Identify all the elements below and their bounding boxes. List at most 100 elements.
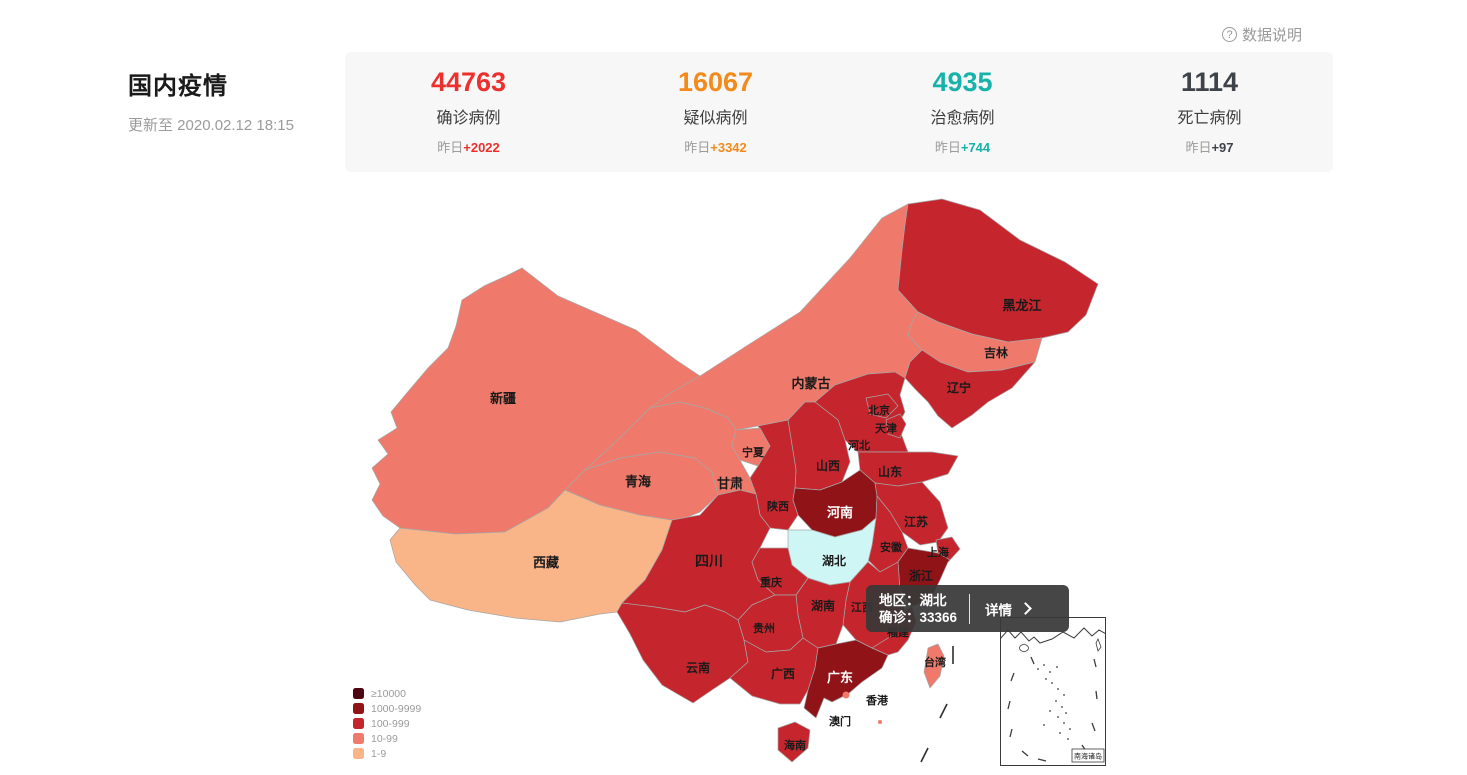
legend-label: 10-99 — [371, 732, 398, 745]
province-label-beijing: 北京 — [868, 403, 890, 417]
stat-suspected: 16067 疑似病例 昨日+3342 — [592, 52, 839, 172]
province-taiwan[interactable] — [923, 643, 945, 689]
province-label-xizang: 西藏 — [533, 555, 559, 570]
stat-deaths: 1114 死亡病例 昨日+97 — [1086, 52, 1333, 172]
province-label-xinjiang: 新疆 — [490, 391, 516, 406]
province-label-jilin: 吉林 — [984, 345, 1008, 360]
province-label-shaanxi: 陕西 — [767, 499, 789, 513]
province-label-anhui: 安徽 — [880, 540, 903, 554]
province-label-shanghai: 上海 — [927, 545, 949, 559]
province-label-shandong: 山东 — [878, 464, 902, 479]
inset-hainan — [1019, 644, 1029, 652]
stat-cured-label: 治愈病例 — [930, 110, 995, 127]
legend-item: 1-9 — [353, 746, 421, 761]
province-label-jiangsu: 江苏 — [904, 514, 928, 529]
stat-deaths-label: 死亡病例 — [1177, 110, 1242, 127]
province-shanghai[interactable] — [935, 536, 961, 561]
stat-cured-delta: 昨日+744 — [934, 140, 991, 155]
legend-label: ≥10000 — [371, 687, 406, 700]
province-label-yunnan: 云南 — [686, 660, 710, 675]
province-label-zhejiang: 浙江 — [909, 568, 933, 583]
province-xianggang[interactable] — [842, 691, 850, 699]
province-aomen[interactable] — [878, 720, 882, 724]
province-label-aomen: 澳门 — [829, 714, 851, 728]
inset-coastline — [1000, 627, 1106, 644]
stat-confirmed: 44763 确诊病例 昨日+2022 — [345, 52, 592, 172]
legend-item: 10-99 — [353, 731, 421, 746]
province-label-taiwan: 台湾 — [924, 655, 946, 669]
province-label-neimenggu: 内蒙古 — [791, 376, 830, 391]
title-block: 国内疫情 更新至 2020.02.12 18:15 — [128, 66, 294, 135]
inset-label-box — [1071, 748, 1105, 763]
tooltip-detail-button[interactable]: 详情 — [985, 599, 1032, 619]
legend-swatch — [353, 733, 364, 744]
update-time: 更新至 2020.02.12 18:15 — [128, 117, 294, 134]
stat-suspected-label: 疑似病例 — [683, 110, 748, 127]
province-label-shanxi: 山西 — [816, 458, 840, 473]
legend-label: 100-999 — [371, 717, 410, 730]
legend-item: 100-999 — [353, 716, 421, 731]
province-label-tianjin: 天津 — [875, 421, 897, 435]
inset-border — [1000, 617, 1106, 766]
inset-nine-dash-line — [1007, 656, 1098, 762]
stat-confirmed-delta: 昨日+2022 — [437, 140, 500, 155]
stat-suspected-delta: 昨日+3342 — [684, 140, 747, 155]
province-label-hubei: 湖北 — [822, 553, 846, 568]
legend-item: ≥10000 — [353, 686, 421, 701]
tooltip-detail-label: 详情 — [985, 602, 1013, 618]
nine-dash-line-fragments — [920, 646, 954, 763]
legend-item: 1000-9999 — [353, 701, 421, 716]
inset-islands — [1037, 664, 1071, 740]
data-notes-link[interactable]: ? 数据说明 — [1222, 24, 1302, 45]
chevron-right-icon — [1019, 602, 1032, 615]
province-label-hebei: 河北 — [848, 438, 870, 452]
province-label-sichuan: 四川 — [695, 553, 723, 569]
province-label-heilongjiang: 黑龙江 — [1002, 298, 1041, 313]
inset-label: 南海诸岛 — [1074, 752, 1102, 761]
province-beijing[interactable] — [865, 393, 899, 419]
stat-confirmed-value: 44763 — [430, 67, 507, 97]
legend-label: 1-9 — [371, 747, 387, 760]
legend-swatch — [353, 718, 364, 729]
tooltip-text: 地区：湖北 确诊：33366 — [866, 592, 957, 626]
stat-suspected-value: 16067 — [677, 67, 754, 97]
stat-deaths-value: 1114 — [1180, 67, 1239, 97]
legend-label: 1000-9999 — [371, 702, 422, 715]
tooltip-region: 地区：湖北 — [879, 592, 947, 608]
province-label-henan: 河南 — [827, 505, 853, 520]
province-label-gansu: 甘肃 — [717, 476, 743, 491]
province-tianjin[interactable] — [885, 413, 907, 439]
province-ningxia[interactable] — [731, 427, 771, 467]
legend-swatch — [353, 748, 364, 759]
province-hainan[interactable] — [777, 721, 811, 763]
data-notes-label: 数据说明 — [1242, 27, 1303, 44]
tooltip-divider — [969, 593, 971, 624]
province-liaoning[interactable] — [904, 349, 1036, 429]
map-legend: ≥10000 1000-9999 100-999 10-99 1-9 — [353, 686, 421, 761]
south-china-sea-inset: 南海诸岛 — [1000, 617, 1106, 766]
map-tooltip: 地区：湖北 确诊：33366 详情 — [866, 585, 1069, 632]
province-label-hainan: 海南 — [784, 738, 806, 752]
stat-confirmed-label: 确诊病例 — [436, 110, 501, 127]
province-yunnan[interactable] — [616, 602, 749, 704]
province-label-xianggang: 香港 — [865, 693, 889, 707]
stat-cured: 4935 治愈病例 昨日+744 — [839, 52, 1086, 172]
legend-swatch — [353, 703, 364, 714]
question-circle-icon: ? — [1222, 27, 1237, 42]
province-label-guangxi: 广西 — [771, 666, 795, 681]
province-label-guangdong: 广东 — [827, 670, 853, 685]
stats-panel: 44763 确诊病例 昨日+2022 16067 疑似病例 昨日+3342 49… — [345, 52, 1333, 172]
legend-swatch — [353, 688, 364, 699]
province-label-chongqing: 重庆 — [760, 575, 782, 589]
province-label-ningxia: 宁夏 — [742, 445, 765, 459]
stat-cured-value: 4935 — [932, 67, 993, 97]
province-hunan[interactable] — [795, 577, 851, 649]
province-label-guizhou: 贵州 — [753, 621, 775, 635]
tooltip-confirmed: 确诊：33366 — [879, 609, 958, 625]
province-shapes — [371, 198, 1099, 763]
inset-taiwan — [1095, 638, 1102, 652]
stat-deaths-delta: 昨日+97 — [1185, 140, 1234, 155]
province-label-qinghai: 青海 — [625, 474, 651, 489]
